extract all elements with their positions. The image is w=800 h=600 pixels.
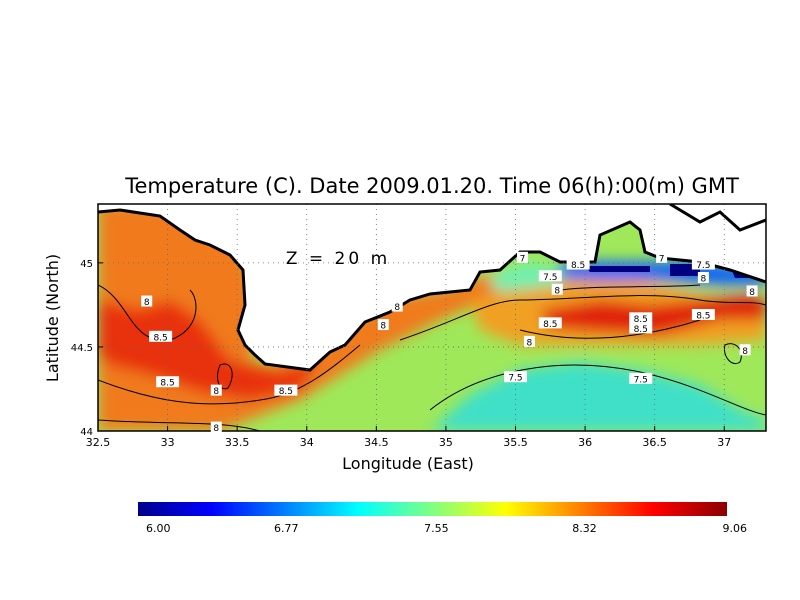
contour-label-bg (739, 344, 751, 356)
contour-label: 8.5 (634, 325, 648, 335)
contour-label: 7 (659, 254, 665, 264)
contour-label-bg (629, 372, 653, 384)
contour-label: 8.5 (153, 333, 167, 343)
contour-label: 7 (520, 254, 526, 264)
contour-label-bg (538, 317, 562, 329)
contour-label: 8 (701, 274, 707, 284)
temperature-field (98, 204, 766, 431)
contour-label: 8 (213, 424, 219, 434)
contour-label: 8.5 (160, 379, 174, 389)
contour-label-bg (210, 421, 222, 433)
depth-annotation: Z = 20 m (286, 249, 390, 269)
contour-label: 8.5 (696, 311, 710, 321)
x-tick-label: 34 (300, 436, 314, 449)
contour-label: 8.5 (279, 387, 293, 397)
contour-label: 7.5 (508, 374, 522, 384)
contour-label: 8.5 (634, 315, 648, 325)
y-axis-ticks: 44 44.5 45 (71, 259, 103, 438)
contour-label: 8 (394, 303, 400, 313)
colorbar-tick-label: 9.06 (723, 522, 748, 535)
contour-label-bg (141, 295, 153, 307)
contour-label-bg (629, 312, 653, 324)
x-tick-label: 35.5 (503, 436, 528, 449)
coastline-north (669, 204, 766, 232)
contour-label-bg (566, 258, 590, 270)
colorbar-tick-label: 6.77 (274, 522, 299, 535)
hot-east-band (540, 295, 766, 335)
y-tick-label: 44.5 (71, 343, 93, 354)
x-tick-label: 33 (161, 436, 175, 449)
colorbar-ticks: 6.00 6.77 7.55 8.32 9.06 (146, 522, 747, 535)
x-tick-label: 34.5 (364, 436, 389, 449)
coldest-northeast (585, 264, 760, 278)
contour-label-bg (629, 322, 653, 334)
contour-label-bg (538, 270, 562, 282)
hot-west-region (98, 300, 320, 400)
x-tick-label: 37 (717, 436, 731, 449)
contour-label: 8 (213, 387, 219, 397)
contour-label-bg (504, 371, 527, 383)
x-tick-label: 33.5 (225, 436, 250, 449)
contour-label-bg (523, 335, 535, 347)
contour-label: 8 (742, 347, 748, 357)
contour-label-bg (656, 251, 668, 263)
contour-lines (98, 284, 766, 431)
x-axis-label: Longitude (East) (342, 454, 474, 473)
contour-label: 7.5 (634, 375, 648, 385)
contour-label: 8 (527, 338, 533, 348)
y-tick-label: 44 (80, 427, 93, 438)
contour-label-bg (149, 330, 173, 342)
x-tick-label: 36 (578, 436, 592, 449)
x-tick-label: 35 (439, 436, 453, 449)
contour-labels: 88.58.5888.58878.57.588.587.58.58.577.58… (141, 251, 758, 434)
contour-label-bg (156, 376, 180, 388)
contour-label-bg (377, 319, 389, 331)
contour-label-bg (746, 285, 758, 297)
x-tick-label: 36.5 (642, 436, 667, 449)
contour-label-bg (210, 384, 222, 396)
contour-label: 7.5 (543, 273, 557, 283)
colorbar-tick-label: 7.55 (424, 522, 449, 535)
cool-northcentral (490, 262, 560, 292)
contour-label: 7.5 (696, 261, 710, 271)
y-axis-label: Latitude (North) (43, 254, 62, 382)
contour-label-bg (697, 271, 709, 283)
x-axis-ticks: 32.5 33 33.5 34 34.5 35 35.5 36 36.5 37 (86, 426, 731, 449)
colorbar-tick-label: 8.32 (572, 522, 597, 535)
contour-label: 8.5 (543, 320, 557, 330)
contour-label-bg (391, 300, 403, 312)
contour-label-bg (551, 283, 563, 295)
colorbar-tick-label: 6.00 (146, 522, 171, 535)
contour-label: 8 (144, 298, 150, 308)
plot-frame (97, 203, 767, 432)
contour-label: 8 (380, 322, 386, 332)
contour-label-bg (516, 251, 528, 263)
contour-label-bg (691, 308, 715, 320)
contour-label: 8 (749, 288, 755, 298)
chart-title: Temperature (C). Date 2009.01.20. Time 0… (124, 174, 739, 198)
colorbar (138, 502, 727, 516)
y-tick-label: 45 (80, 259, 93, 270)
contour-label: 8.5 (571, 261, 585, 271)
contour-label-bg (274, 384, 298, 396)
contour-label-bg (691, 258, 715, 270)
coastline (98, 208, 766, 372)
land-mask (98, 204, 766, 370)
contour-label: 8 (554, 286, 560, 296)
x-tick-label: 32.5 (86, 436, 111, 449)
